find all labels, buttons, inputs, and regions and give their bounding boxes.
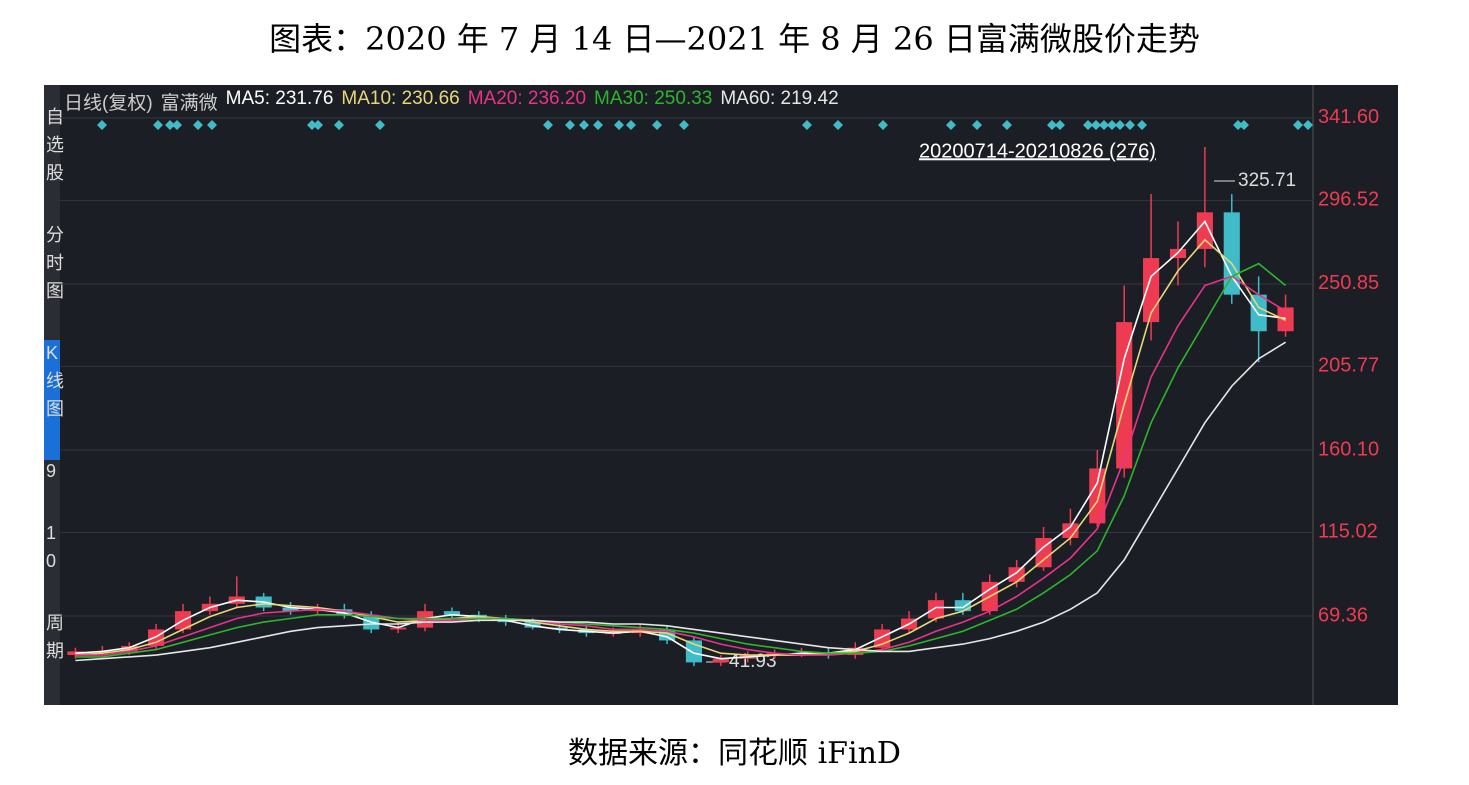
candle-body (443, 611, 460, 615)
y-tick-label: 160.10 (1318, 438, 1379, 460)
panel (44, 85, 1398, 705)
candle-body (1223, 212, 1240, 295)
source: 数据来源：同花顺 iFinD (568, 736, 901, 771)
y-tick-label: 296.52 (1318, 189, 1379, 211)
candle-body (416, 611, 434, 628)
candle-body (282, 607, 299, 612)
candle-body (712, 658, 729, 663)
ma-line (75, 275, 1287, 656)
y-tick-label: 205.77 (1318, 355, 1379, 377)
candle-body (1035, 537, 1052, 568)
high-label: 325.71 (1238, 170, 1296, 191)
y-tick-label: 341.60 (1318, 106, 1379, 128)
y-tick-label: 250.85 (1318, 272, 1379, 294)
candle-body (1116, 322, 1133, 469)
sidebar-item: 9 (46, 461, 56, 481)
legend-entry: MA5: 231.76 (225, 88, 334, 109)
range-label: 20200714-20210826 (276) (919, 140, 1156, 162)
signal-markers (97, 120, 1313, 130)
ma-line (75, 238, 1286, 656)
sidebar-item: K 线图 (46, 343, 64, 419)
sidebar-item: 周期 (46, 613, 64, 661)
header-text: 日线(复权) (64, 93, 153, 114)
header-text: 富满微 (160, 93, 218, 114)
sidebar-item: 分时图 (46, 225, 64, 301)
candle-body (1089, 468, 1106, 524)
ma-line (75, 341, 1287, 662)
legend-entry: MA30: 250.33 (594, 88, 713, 109)
candle-body (336, 609, 353, 615)
legend: 日线(复权) 富满微 MA5: 231.76 MA10: 230.66 MA20: 23… (64, 88, 839, 115)
y-tick-label: 69.36 (1318, 604, 1368, 626)
candle-body (551, 627, 568, 630)
candle-body (390, 627, 407, 630)
legend-entry: MA60: 219.42 (720, 88, 839, 109)
candle-body (524, 622, 541, 628)
candle-body (766, 653, 783, 656)
candle-body (121, 645, 138, 652)
candle-body (1196, 212, 1213, 249)
legend-entry: MA10: 230.66 (341, 88, 460, 109)
candle-body (954, 600, 971, 612)
legend-entry: MA20: 236.20 (467, 88, 587, 109)
title: 图表：2020 年 7 月 14 日—2021 年 8 月 26 日富满微股价走… (269, 20, 1200, 58)
candle-body (820, 653, 837, 656)
candle-body (927, 600, 945, 619)
sidebar-active (44, 340, 60, 460)
candle-body (1250, 294, 1267, 332)
candle-body (1277, 307, 1294, 332)
ma-line (75, 262, 1287, 658)
y-tick-label: 115.02 (1318, 521, 1378, 543)
candle-body (1008, 567, 1025, 582)
candle-body (1062, 523, 1079, 538)
candle-body (658, 629, 676, 641)
sidebar-item: 自选股 (46, 107, 64, 183)
candle-body (309, 609, 326, 612)
